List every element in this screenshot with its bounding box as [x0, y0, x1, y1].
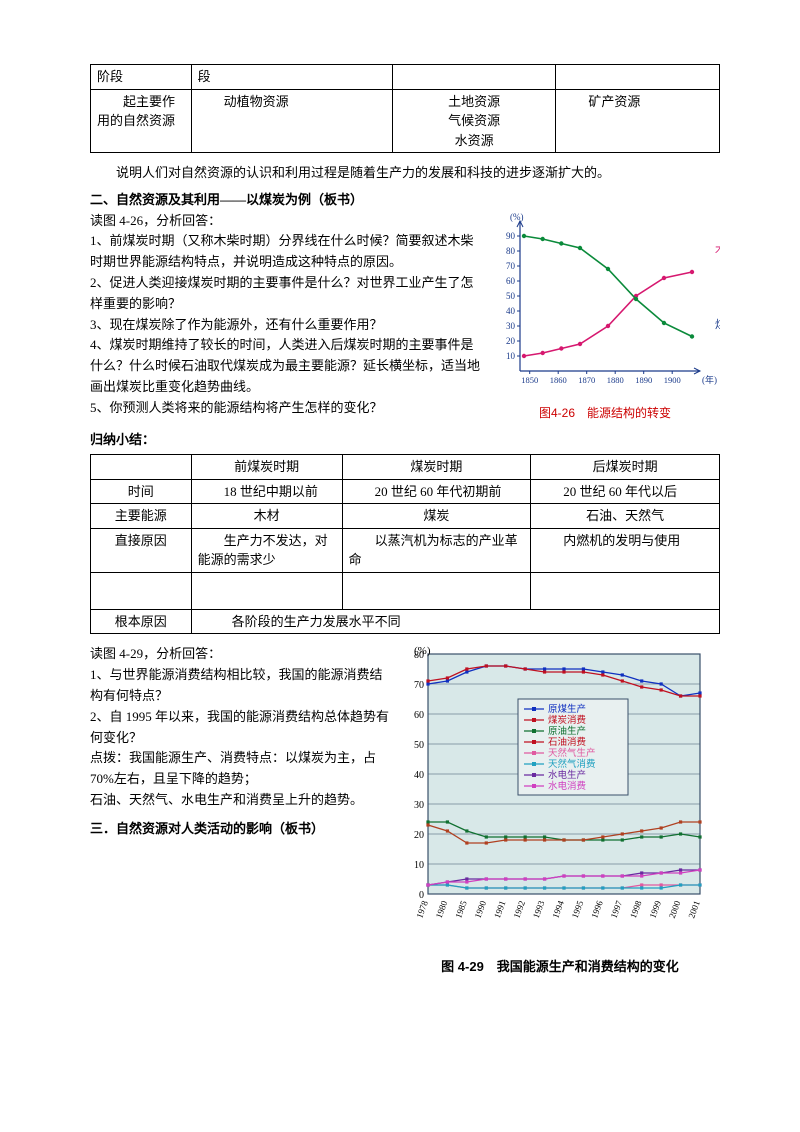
t2h: 后煤炭时期: [531, 455, 720, 480]
svg-text:木材: 木材: [715, 242, 720, 256]
t1-c: 阶段: [91, 65, 192, 90]
t1-c: [556, 65, 720, 90]
t2c: 内燃机的发明与使用: [531, 528, 720, 572]
svg-text:(年): (年): [702, 374, 717, 385]
chart-4-29: 01020304050607080(%)19781980198519901991…: [400, 644, 720, 944]
svg-text:2001: 2001: [686, 900, 702, 920]
svg-text:1994: 1994: [550, 899, 566, 920]
svg-text:60: 60: [414, 710, 424, 721]
svg-text:石油消费: 石油消费: [548, 736, 586, 748]
t2c: 时间: [91, 479, 192, 504]
t2c: 20 世纪 60 年代初期前: [342, 479, 531, 504]
svg-text:70: 70: [506, 261, 516, 271]
t2c: 生产力不发达，对能源的需求少: [191, 528, 342, 572]
svg-text:1860: 1860: [550, 375, 567, 385]
svg-text:70: 70: [414, 680, 424, 691]
chart-4-29-caption: 图 4-29 我国能源生产和消费结构的变化: [400, 957, 720, 978]
chart-4-26-caption: 图4-26 能源结构的转变: [490, 404, 720, 423]
t2c: 各阶段的生产力发展水平不同: [191, 609, 719, 634]
t2c: 主要能源: [91, 504, 192, 529]
svg-text:1999: 1999: [647, 899, 663, 920]
svg-text:煤炭消费: 煤炭消费: [548, 714, 586, 726]
svg-text:1990: 1990: [473, 899, 489, 920]
svg-text:10: 10: [506, 351, 516, 361]
t1-c: 土地资源气候资源水资源: [392, 89, 556, 153]
svg-text:40: 40: [414, 770, 424, 781]
svg-text:1870: 1870: [578, 375, 595, 385]
chart-4-26: 10 20 30 40 50 60 70 80 90 (%) 1850 1860 1870 1880 189…: [490, 211, 720, 396]
svg-text:60: 60: [506, 276, 516, 286]
svg-text:30: 30: [414, 800, 424, 811]
svg-text:煤: 煤: [715, 318, 720, 331]
t1-c: [392, 65, 556, 90]
t2c: 木材: [191, 504, 342, 529]
paragraph-explanation: 说明人们对自然资源的认识和利用过程是随着生产力的发展和科技的进步逐渐扩大的。: [90, 163, 720, 184]
svg-text:50: 50: [414, 740, 424, 751]
svg-text:原油生产: 原油生产: [548, 725, 586, 737]
chart-4-29-container: 01020304050607080(%)19781980198519901991…: [400, 644, 720, 978]
svg-text:天然气生产: 天然气生产: [548, 747, 596, 759]
t2h: [91, 455, 192, 480]
svg-text:50: 50: [506, 291, 516, 301]
t1-c: 起主要作用的自然资源: [91, 89, 192, 153]
svg-text:1997: 1997: [609, 899, 625, 920]
svg-text:90: 90: [506, 231, 516, 241]
svg-text:1992: 1992: [511, 900, 527, 920]
svg-text:原煤生产: 原煤生产: [548, 703, 586, 715]
t2c: 以蒸汽机为标志的产业革命: [342, 528, 531, 572]
svg-text:1980: 1980: [434, 899, 450, 920]
t2c: 18 世纪中期以前: [191, 479, 342, 504]
svg-text:1985: 1985: [453, 899, 469, 920]
t2h: 煤炭时期: [342, 455, 531, 480]
svg-text:1996: 1996: [589, 899, 605, 920]
svg-text:30: 30: [506, 321, 516, 331]
chart-4-26-container: 10 20 30 40 50 60 70 80 90 (%) 1850 1860 1870 1880 189…: [490, 211, 720, 424]
svg-text:10: 10: [414, 860, 424, 871]
svg-text:1991: 1991: [492, 900, 508, 920]
svg-text:1998: 1998: [628, 899, 644, 920]
t2c: 石油、天然气: [531, 504, 720, 529]
coal-periods-table: 前煤炭时期 煤炭时期 后煤炭时期 时间 18 世纪中期以前 20 世纪 60 年…: [90, 454, 720, 634]
svg-text:1850: 1850: [521, 375, 538, 385]
svg-text:水电生产: 水电生产: [548, 769, 586, 781]
svg-text:1978: 1978: [414, 899, 430, 920]
svg-text:2000: 2000: [667, 899, 683, 920]
svg-text:(%): (%): [414, 645, 431, 657]
svg-text:1880: 1880: [607, 375, 624, 385]
svg-text:1900: 1900: [664, 375, 681, 385]
t2c: 20 世纪 60 年代以后: [531, 479, 720, 504]
t1-c: 矿产资源: [556, 89, 720, 153]
svg-text:(%): (%): [510, 212, 524, 222]
resources-stage-table: 阶段 段 起主要作用的自然资源 动植物资源 土地资源气候资源水资源 矿产资源: [90, 64, 720, 153]
svg-text:20: 20: [506, 336, 516, 346]
svg-text:80: 80: [506, 246, 516, 256]
svg-text:1993: 1993: [531, 899, 547, 920]
svg-text:20: 20: [414, 830, 424, 841]
t1-c: 动植物资源: [191, 89, 392, 153]
svg-text:水电消费: 水电消费: [548, 780, 586, 792]
svg-text:天然气消费: 天然气消费: [548, 758, 596, 770]
t2c: 直接原因: [91, 528, 192, 572]
t1-c: 段: [191, 65, 392, 90]
t2c: 根本原因: [91, 609, 192, 634]
t2c: 煤炭: [342, 504, 531, 529]
svg-text:1890: 1890: [635, 375, 652, 385]
summary-label: 归纳小结：: [90, 430, 720, 451]
section-2-title: 二、自然资源及其利用――以煤炭为例（板书）: [90, 190, 720, 211]
t2h: 前煤炭时期: [191, 455, 342, 480]
svg-text:1995: 1995: [570, 899, 586, 920]
svg-text:40: 40: [506, 306, 516, 316]
